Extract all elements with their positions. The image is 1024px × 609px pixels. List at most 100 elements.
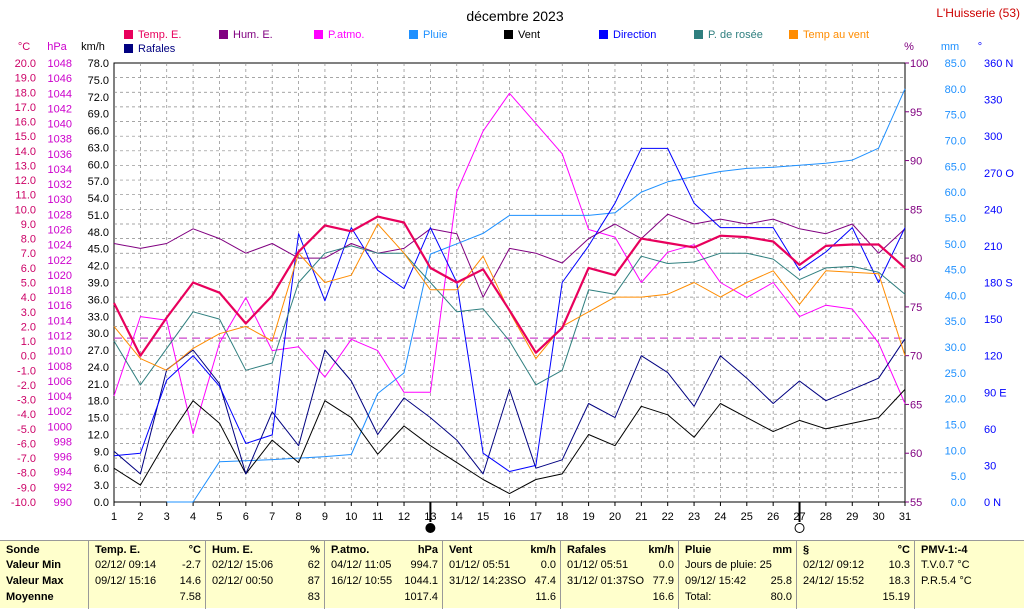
dir-tick-label: 60 <box>984 424 996 436</box>
rain-tick-label: 0.0 <box>951 497 966 509</box>
x-tick-label: 30 <box>873 511 885 523</box>
rain-tick-label: 10.0 <box>945 445 966 457</box>
rain-tick-label: 30.0 <box>945 342 966 354</box>
stats-gust-avg: 16.6 <box>652 591 674 603</box>
temp-tick-label: 7.0 <box>21 248 36 260</box>
wind-tick-label: 39.0 <box>88 278 109 290</box>
series-line-temp-e <box>113 215 906 357</box>
rain-tick-label: 85.0 <box>945 58 966 70</box>
temp-tick-label: -2.0 <box>17 380 36 392</box>
temp-tick-label: 3.0 <box>21 307 36 319</box>
press-tick-label: 1044 <box>48 88 72 100</box>
wind-tick-label: 21.0 <box>88 379 109 391</box>
x-tick-label: 2 <box>137 511 143 523</box>
rain-unit-label: mm <box>941 41 959 53</box>
wind-tick-label: 66.0 <box>88 126 109 138</box>
wind-tick-label: 51.0 <box>88 210 109 222</box>
label-sonde: Sonde <box>6 544 40 556</box>
stats-gust-max-date: 31/12/ 01:37SO <box>567 575 645 587</box>
stats-sect-min-date: 02/12/ 09:12 <box>803 559 865 571</box>
hum-tick-label: 100 <box>910 58 928 70</box>
hum-tick-label: 70 <box>910 351 922 363</box>
press-tick-label: 1036 <box>48 149 72 161</box>
stats-rain-days: Jours de pluie: 25 <box>685 559 772 571</box>
temp-tick-label: -8.0 <box>17 468 36 480</box>
x-tick-label: 20 <box>609 511 621 523</box>
x-tick-label: 4 <box>190 511 196 523</box>
stats-temp-max-date: 09/12/ 15:16 <box>95 575 157 587</box>
press-tick-label: 1008 <box>48 361 72 373</box>
legend-swatch-rafales <box>124 44 133 53</box>
stats-gust-max-val: 77.9 <box>652 575 674 587</box>
temp-tick-label: 19.0 <box>15 73 36 85</box>
hum-unit-label: % <box>904 41 914 53</box>
x-tick-label: 23 <box>688 511 700 523</box>
dir-tick-label: 300 <box>984 131 1002 143</box>
press-tick-label: 1034 <box>48 164 72 176</box>
x-tick-label: 10 <box>345 511 357 523</box>
wind-tick-label: 60.0 <box>88 159 109 171</box>
press-tick-label: 1020 <box>48 270 72 282</box>
wind-tick-label: 57.0 <box>88 176 109 188</box>
stats-hum-max-date: 02/12/ 00:50 <box>212 575 274 587</box>
stats-press-min-val: 994.7 <box>410 559 438 571</box>
legend-label-p-de-rosee: P. de rosée <box>708 29 763 41</box>
temp-tick-label: 18.0 <box>15 87 36 99</box>
hum-tick-label: 60 <box>910 448 922 460</box>
x-tick-label: 26 <box>767 511 779 523</box>
wind-tick-label: 48.0 <box>88 227 109 239</box>
x-tick-label: 15 <box>477 511 489 523</box>
press-tick-label: 1016 <box>48 300 72 312</box>
press-tick-label: 1048 <box>48 58 72 70</box>
stats-press-min-date: 04/12/ 11:05 <box>331 559 392 571</box>
x-tick-label: 24 <box>714 511 726 523</box>
stats-gust-title: Rafales <box>567 544 607 556</box>
press-tick-label: 1022 <box>48 255 72 267</box>
stats-pmv-line2: P.R.5.4 °C <box>921 575 972 587</box>
stats-press: P.atmo. hPa 04/12/ 11:05 994.7 16/12/ 10:5… <box>325 541 442 609</box>
legend-label-pluie: Pluie <box>423 29 447 41</box>
legend-label-temp-au-vent: Temp au vent <box>803 29 869 41</box>
wind-tick-label: 75.0 <box>88 75 109 87</box>
stats-wind-max-date: 31/12/ 14:23SO <box>449 575 527 587</box>
temp-tick-label: 5.0 <box>21 278 36 290</box>
rain-tick-label: 35.0 <box>945 316 966 328</box>
hum-tick-label: 90 <box>910 156 922 168</box>
press-tick-label: 998 <box>54 436 72 448</box>
legend-label-vent: Vent <box>518 29 540 41</box>
stats-pmv: PMV-1:-4 T.V.0.7 °C P.R.5.4 °C <box>915 541 1024 609</box>
temp-tick-label: -3.0 <box>17 395 36 407</box>
temp-tick-label: 2.0 <box>21 321 36 333</box>
dir-tick-label: 210 <box>984 241 1002 253</box>
wind-tick-label: 0.0 <box>94 497 109 509</box>
wind-tick-label: 15.0 <box>88 413 109 425</box>
rain-tick-label: 65.0 <box>945 161 966 173</box>
rain-tick-label: 20.0 <box>945 394 966 406</box>
x-tick-label: 21 <box>635 511 647 523</box>
temp-tick-label: 20.0 <box>15 58 36 70</box>
stats-hum-avg: 83 <box>307 591 320 603</box>
stats-sect-avg: 15.19 <box>882 591 910 603</box>
dir-tick-label: 240 <box>984 204 1002 216</box>
stats-wind-min-date: 01/12/ 05:51 <box>449 559 511 571</box>
stats-temp-min-val: -2.7 <box>182 559 201 571</box>
series-group <box>113 88 906 503</box>
stats-temp: Temp. E. °C 02/12/ 09:14 -2.7 09/12/ 15:16… <box>89 541 205 609</box>
wind-tick-label: 36.0 <box>88 294 109 306</box>
legend-label-rafales: Rafales <box>138 43 176 55</box>
wind-tick-label: 78.0 <box>88 58 109 70</box>
stats-pmv-line1: T.V.0.7 °C <box>921 559 970 571</box>
stats-wind-unit: km/h <box>530 544 556 556</box>
rain-tick-label: 40.0 <box>945 290 966 302</box>
temp-tick-label: 1.0 <box>21 336 36 348</box>
press-tick-label: 1026 <box>48 225 72 237</box>
wind-tick-label: 42.0 <box>88 261 109 273</box>
press-tick-label: 992 <box>54 482 72 494</box>
legend-label-p-atmo: P.atmo. <box>328 29 365 41</box>
press-tick-label: 1006 <box>48 376 72 388</box>
stats-wind-max-val: 47.4 <box>534 575 556 587</box>
stats-hum-unit: % <box>310 544 320 556</box>
press-unit-label: hPa <box>47 41 67 53</box>
stats-sect-unit: °C <box>897 544 910 556</box>
x-tick-label: 28 <box>820 511 832 523</box>
